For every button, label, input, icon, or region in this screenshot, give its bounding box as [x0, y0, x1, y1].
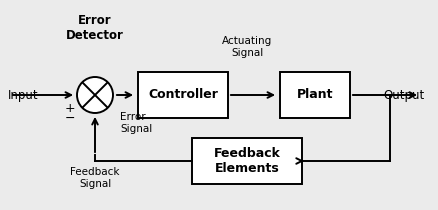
Text: +: + [64, 101, 75, 114]
Text: Plant: Plant [296, 88, 332, 101]
Bar [279, 72, 349, 118]
Text: Error
Detector: Error Detector [66, 14, 124, 42]
Bar [191, 138, 301, 184]
Bar [138, 72, 227, 118]
Ellipse shape [77, 77, 113, 113]
Text: Error
Signal: Error Signal [120, 112, 152, 134]
Text: Output: Output [383, 88, 424, 101]
Text: Actuating
Signal: Actuating Signal [221, 36, 272, 58]
Text: Controller: Controller [148, 88, 217, 101]
Text: Feedback
Elements: Feedback Elements [213, 147, 280, 175]
Text: Input: Input [8, 88, 39, 101]
Text: Feedback
Signal: Feedback Signal [70, 167, 120, 189]
Text: −: − [64, 112, 75, 125]
